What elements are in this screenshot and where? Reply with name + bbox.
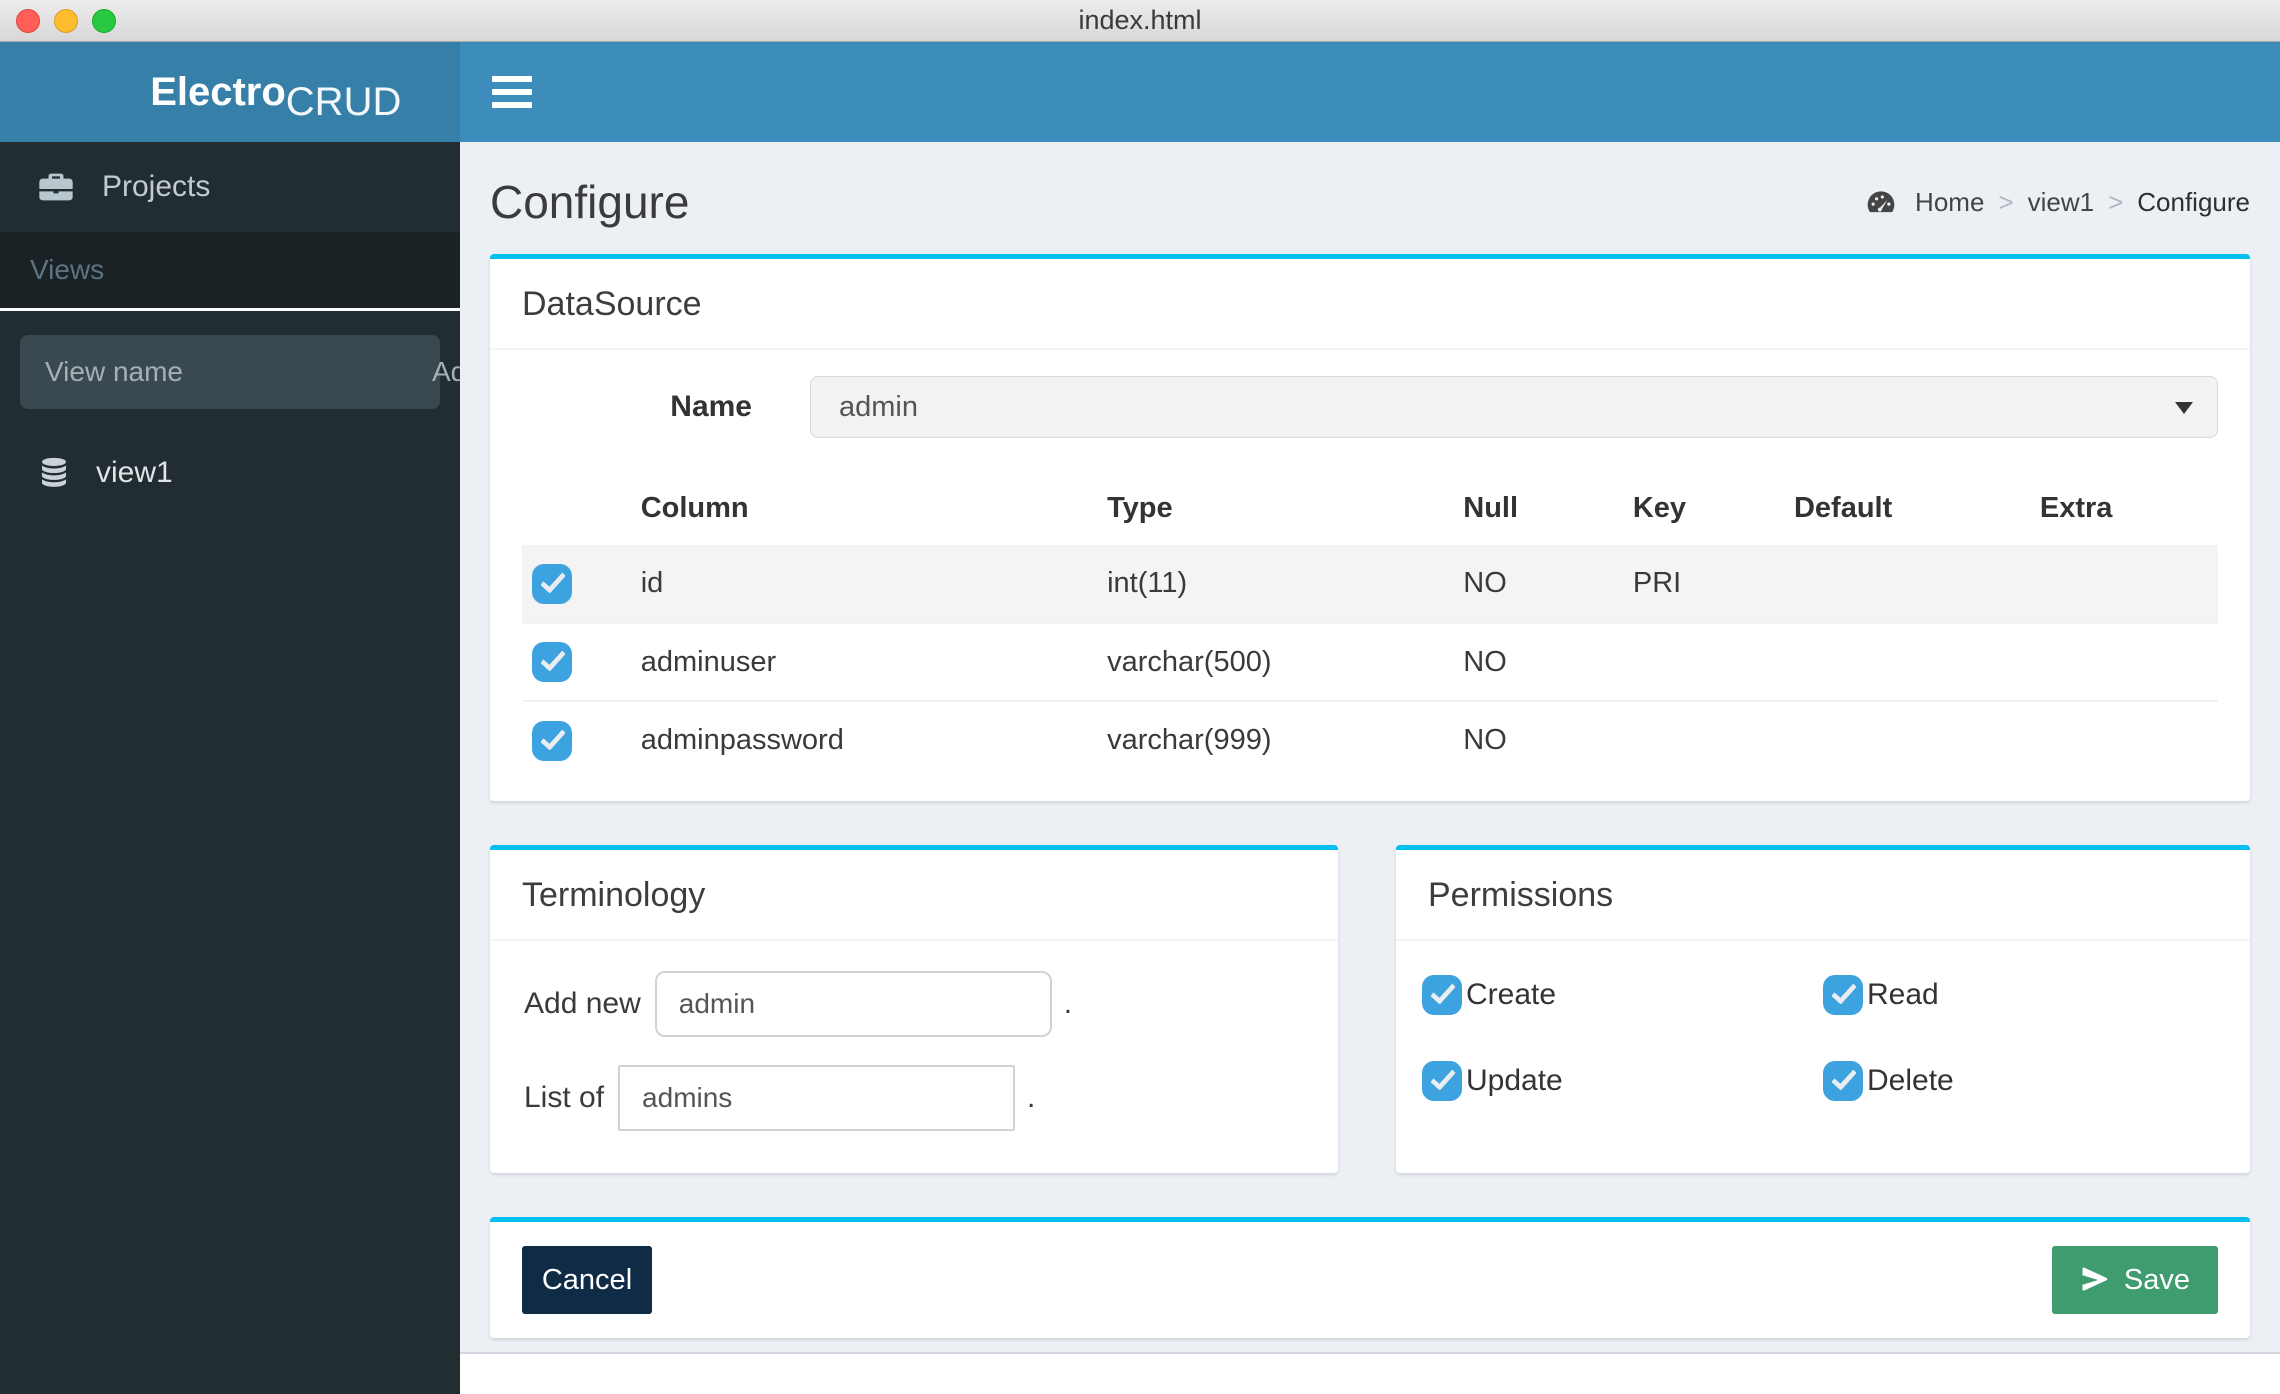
singular-label: Add new bbox=[524, 987, 641, 1020]
cell-default bbox=[1794, 701, 2040, 779]
period: . bbox=[1027, 1081, 1036, 1114]
cell-column: adminuser bbox=[640, 645, 777, 678]
brand-bold: Electro bbox=[150, 69, 286, 114]
plural-input[interactable] bbox=[618, 1065, 1016, 1131]
titlebar: index.html bbox=[0, 0, 2280, 42]
table-row: id int(11) NO PRI bbox=[522, 545, 2218, 623]
cell-extra bbox=[2040, 545, 2218, 623]
cell-null: NO bbox=[1463, 645, 1507, 678]
column-header: Null bbox=[1463, 492, 1519, 524]
breadcrumb-home[interactable]: Home bbox=[1915, 186, 1985, 217]
briefcase-icon bbox=[36, 167, 76, 207]
breadcrumb-separator: > bbox=[2108, 186, 2124, 217]
table-row: adminuser varchar(500) NO bbox=[522, 623, 2218, 701]
permission-label: Read bbox=[1867, 978, 1939, 1011]
minimize-window-button[interactable] bbox=[54, 9, 78, 33]
sidebar-section-views: Views bbox=[0, 232, 460, 308]
cell-type: varchar(500) bbox=[1107, 645, 1272, 678]
permission-update: Update bbox=[1422, 1061, 1823, 1101]
terminology-title: Terminology bbox=[522, 876, 706, 914]
terminology-card: Terminology Add new . List of . bbox=[490, 845, 1338, 1173]
cell-key: PRI bbox=[1632, 567, 1682, 599]
permission-label: Delete bbox=[1867, 1064, 1954, 1097]
breadcrumb-current: Configure bbox=[2137, 186, 2250, 217]
permission-label: Create bbox=[1466, 978, 1557, 1011]
zoom-window-button[interactable] bbox=[92, 9, 116, 33]
breadcrumb: Home > view1 > Configure bbox=[1865, 186, 2250, 218]
cell-column: id bbox=[640, 567, 664, 599]
row-checkbox[interactable] bbox=[532, 720, 572, 761]
footer bbox=[460, 1352, 2280, 1394]
save-button[interactable]: Save bbox=[2051, 1246, 2218, 1314]
selected-datasource: admin bbox=[839, 390, 918, 423]
cell-key bbox=[1633, 701, 1794, 779]
period: . bbox=[1063, 987, 1073, 1020]
datasource-name-select[interactable]: admin bbox=[810, 376, 2218, 438]
cell-type: varchar(999) bbox=[1107, 724, 1272, 756]
brand-light: CRUD bbox=[285, 80, 402, 124]
dashboard-icon bbox=[1865, 186, 1901, 218]
window-controls bbox=[16, 0, 116, 42]
plural-label: List of bbox=[524, 1081, 605, 1114]
cell-column: adminpassword bbox=[640, 724, 844, 756]
permission-read: Read bbox=[1823, 975, 2224, 1015]
permission-delete: Delete bbox=[1823, 1061, 2224, 1101]
add-view-form: Add bbox=[20, 335, 482, 409]
column-header: Column bbox=[640, 492, 749, 524]
sidebar-section-label: Views bbox=[30, 254, 105, 285]
permissions-title: Permissions bbox=[1428, 876, 1614, 914]
cell-key bbox=[1633, 623, 1794, 701]
permissions-card: Permissions Create Read bbox=[1396, 845, 2250, 1173]
column-header: Default bbox=[1793, 492, 1893, 524]
top-navbar bbox=[460, 42, 2280, 142]
column-header: Key bbox=[1632, 492, 1687, 524]
sidebar-item-label: Projects bbox=[102, 170, 211, 203]
table-row: adminpassword varchar(999) NO bbox=[522, 701, 2218, 779]
cell-null: NO bbox=[1463, 724, 1507, 756]
singular-input[interactable] bbox=[654, 971, 1052, 1037]
brand-logo[interactable]: Electro CRUD bbox=[0, 42, 460, 142]
name-label: Name bbox=[670, 390, 752, 423]
sidebar-divider bbox=[0, 308, 460, 311]
content-area: Configure Home > view1 > Configure DataS… bbox=[460, 142, 2280, 1352]
cancel-button[interactable]: Cancel bbox=[522, 1246, 652, 1314]
permission-label: Update bbox=[1466, 1064, 1563, 1097]
delete-checkbox[interactable] bbox=[1823, 1061, 1863, 1101]
window-title: index.html bbox=[1078, 5, 1202, 35]
column-header-checkbox bbox=[522, 472, 641, 545]
column-header: Extra bbox=[2039, 492, 2113, 524]
update-checkbox[interactable] bbox=[1422, 1061, 1462, 1101]
breadcrumb-view1[interactable]: view1 bbox=[2027, 186, 2095, 217]
datasource-card: DataSource Name admin bbox=[490, 254, 2250, 801]
close-window-button[interactable] bbox=[16, 9, 40, 33]
create-checkbox[interactable] bbox=[1422, 975, 1462, 1015]
paper-plane-icon bbox=[2080, 1265, 2110, 1295]
columns-table: Column Type Null Key Default Extra bbox=[522, 472, 2218, 779]
view-item-label: view1 bbox=[96, 456, 173, 489]
view-name-input[interactable] bbox=[21, 356, 406, 388]
row-checkbox[interactable] bbox=[532, 642, 572, 682]
database-icon bbox=[36, 455, 72, 491]
column-header: Type bbox=[1107, 492, 1173, 524]
sidebar-item-view1[interactable]: view1 bbox=[0, 455, 460, 491]
cell-extra bbox=[2040, 701, 2218, 779]
cell-null: NO bbox=[1463, 567, 1507, 599]
sidebar-item-projects[interactable]: Projects bbox=[0, 142, 460, 232]
row-checkbox[interactable] bbox=[532, 563, 572, 604]
breadcrumb-separator: > bbox=[1998, 186, 2014, 217]
cell-extra bbox=[2040, 623, 2218, 701]
cell-type: int(11) bbox=[1107, 567, 1188, 599]
cell-default bbox=[1794, 623, 2040, 701]
page-title: Configure bbox=[490, 176, 690, 228]
hamburger-menu-icon[interactable] bbox=[482, 66, 542, 118]
actions-card: Cancel Save bbox=[490, 1217, 2250, 1338]
save-button-label: Save bbox=[2123, 1263, 2190, 1296]
chevron-down-icon bbox=[2175, 402, 2193, 414]
cell-default bbox=[1794, 545, 2040, 623]
datasource-title: DataSource bbox=[522, 285, 702, 323]
read-checkbox[interactable] bbox=[1823, 975, 1863, 1015]
permission-create: Create bbox=[1422, 975, 1823, 1015]
